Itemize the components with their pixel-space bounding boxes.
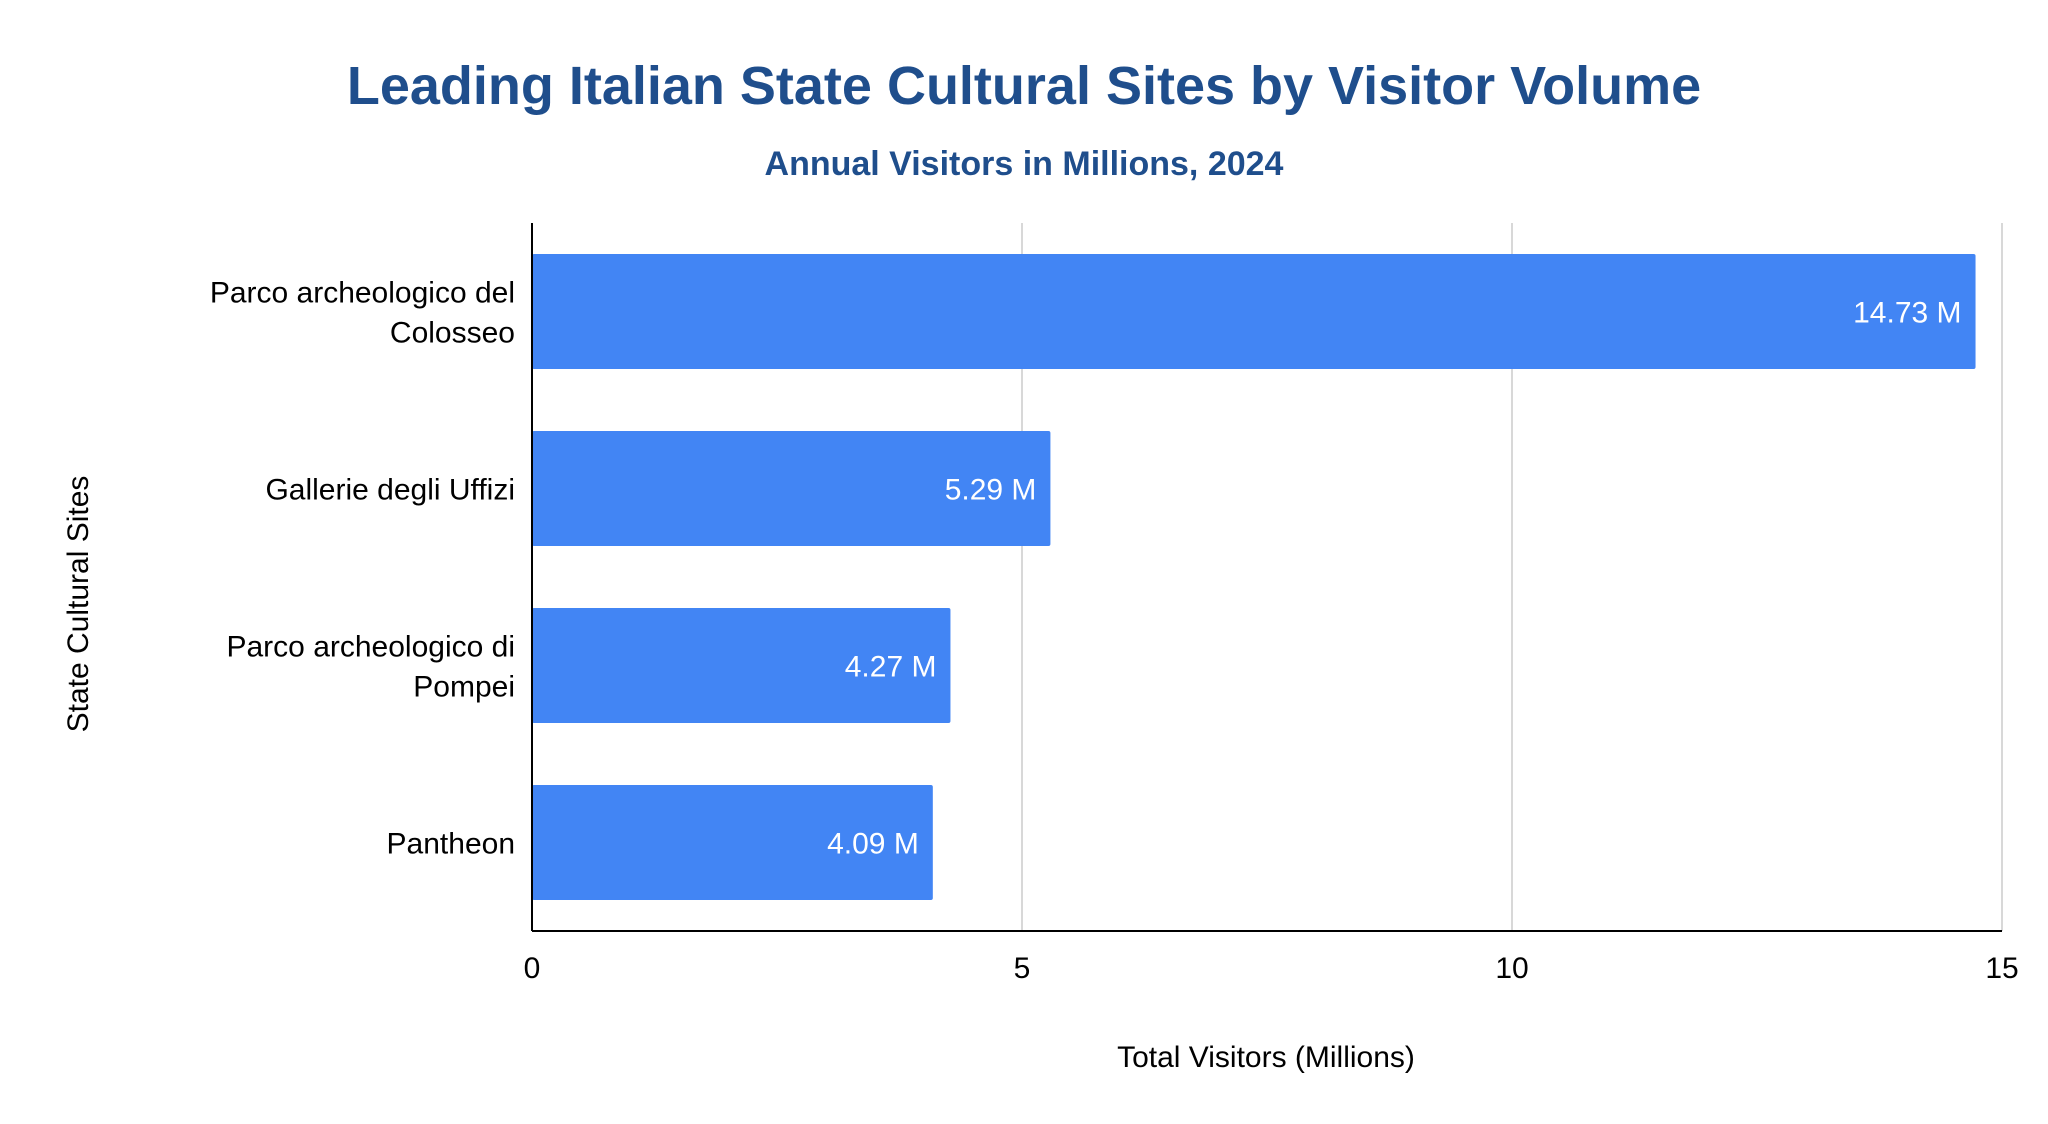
- x-tick-label: 0: [524, 952, 541, 985]
- chart-subtitle: Annual Visitors in Millions, 2024: [765, 145, 1284, 183]
- bar-3: [532, 784, 933, 901]
- bar-1: [532, 430, 1051, 547]
- data-label-1: 5.29 M: [945, 474, 1037, 507]
- data-label-2: 4.27 M: [845, 651, 937, 684]
- category-label-1-0: Gallerie degli Uffizi: [265, 474, 515, 507]
- category-label-2-0: Parco archeologico di: [226, 631, 515, 664]
- chart-title: Leading Italian State Cultural Sites by …: [347, 56, 1701, 116]
- data-label-0: 14.73 M: [1853, 297, 1961, 330]
- data-label-3: 4.09 M: [827, 828, 919, 861]
- category-label-0-1: Colosseo: [390, 317, 515, 350]
- x-tick-label: 5: [1014, 952, 1031, 985]
- x-tick-label: 15: [1985, 952, 2018, 985]
- y-axis-title: State Cultural Sites: [62, 476, 95, 733]
- labels: 0 5 10 15 14.73 M Parco archeologico del Colos…: [210, 277, 2019, 986]
- category-label-2-1: Pompei: [413, 671, 515, 704]
- category-label-3-0: Pantheon: [387, 828, 515, 861]
- bar-2: [532, 607, 951, 724]
- x-axis-title: Total Visitors (Millions): [1117, 1041, 1415, 1074]
- bars: [532, 253, 1976, 901]
- axes: [531, 223, 2002, 932]
- category-label-0-0: Parco archeologico del: [210, 277, 515, 310]
- x-tick-label: 10: [1495, 952, 1528, 985]
- bar-0: [532, 253, 1976, 370]
